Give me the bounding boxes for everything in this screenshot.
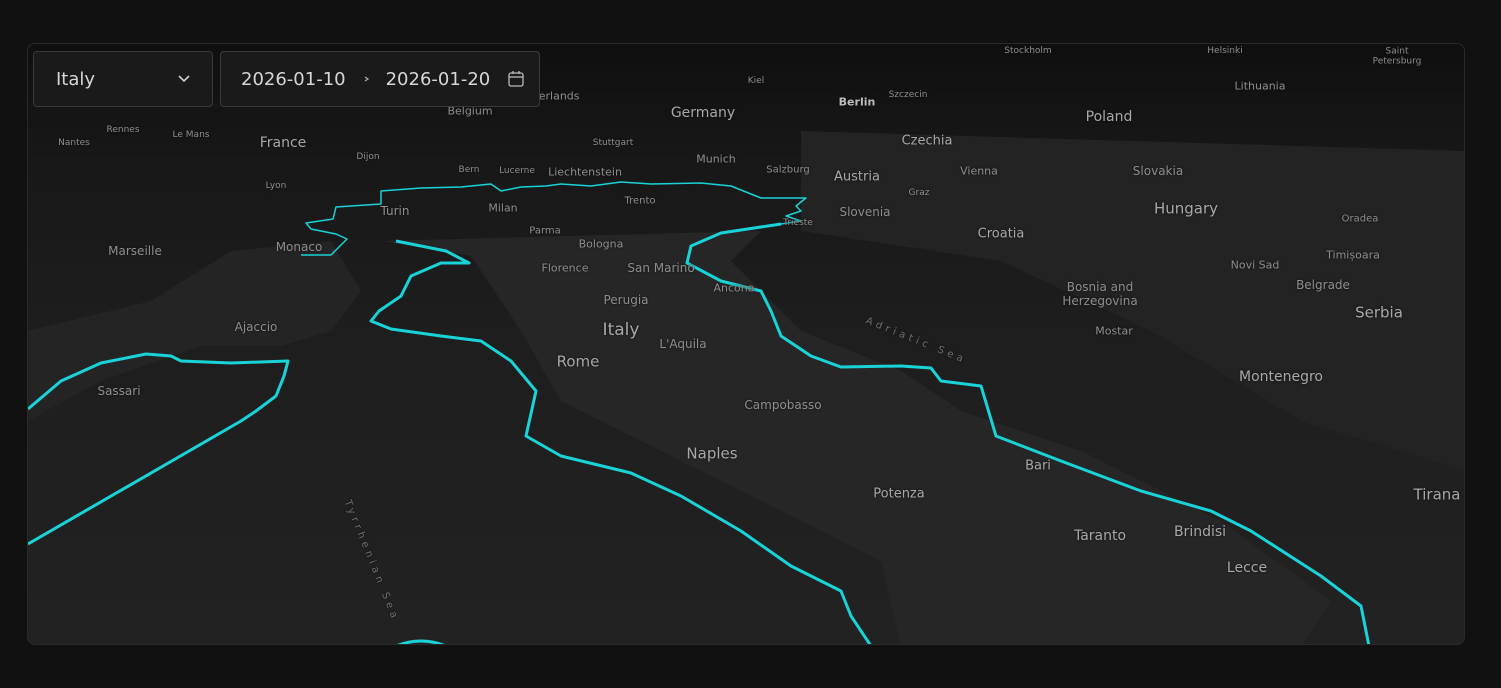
- map-label: France: [259, 134, 307, 151]
- land-shape: [381, 231, 1331, 644]
- map-label: Milan: [488, 201, 518, 215]
- map-label: Austria: [834, 169, 880, 185]
- map-label: Trieste: [783, 217, 813, 228]
- map-label: Le Mans: [172, 129, 210, 140]
- map-label: Saint Petersburg: [1372, 46, 1422, 67]
- map-label: Helsinki: [1207, 45, 1243, 56]
- boundary-line: [301, 181, 807, 256]
- map-label: Novi Sad: [1230, 258, 1280, 272]
- map-label: Sassari: [97, 384, 141, 399]
- date-range-picker[interactable]: 2026-01-10 2026-01-20: [220, 51, 540, 107]
- map-label: Slovenia: [839, 205, 891, 220]
- map-label: Monaco: [275, 240, 323, 255]
- map-label: Belgrade: [1296, 278, 1350, 293]
- map-label: Ajaccio: [234, 320, 278, 335]
- map-label: Stockholm: [1004, 45, 1052, 56]
- land-shape: [801, 131, 1464, 471]
- map-label: Campobasso: [744, 398, 822, 413]
- map-label: Slovakia: [1132, 164, 1184, 179]
- boundary-line: [28, 352, 290, 546]
- boundary-line: [369, 239, 872, 644]
- boundary: [28, 181, 1371, 644]
- map-label: Salzburg: [766, 164, 810, 176]
- land: [28, 131, 1464, 644]
- map-label: Parma: [529, 225, 561, 237]
- map-label: Timișoara: [1326, 248, 1380, 262]
- map-shapes: [28, 131, 1464, 644]
- map-label: Poland: [1085, 108, 1133, 125]
- map-label: Rome: [556, 352, 600, 371]
- map-label: Munich: [696, 152, 736, 166]
- date-end[interactable]: 2026-01-20: [385, 68, 491, 90]
- map-label: Marseille: [108, 244, 162, 259]
- map-label: Czechia: [901, 133, 953, 149]
- map-label: Potenza: [873, 486, 925, 502]
- country-select[interactable]: Italy: [33, 51, 213, 107]
- chevron-icon: [178, 75, 190, 83]
- map-label: Oradea: [1341, 213, 1379, 225]
- map-label: Tirana: [1413, 485, 1461, 504]
- map-label: Serbia: [1355, 303, 1403, 322]
- map-label: Berlin: [838, 95, 876, 109]
- map-label: Germany: [670, 104, 736, 121]
- map-label: Ancona: [713, 281, 755, 295]
- map-label: Brindisi: [1173, 523, 1227, 540]
- map-label: Liechtenstein: [548, 165, 622, 179]
- map-label: Szczecin: [888, 89, 928, 100]
- map-label: Nantes: [58, 137, 90, 148]
- map-label: Italy: [602, 320, 640, 341]
- map-label: Belgium: [447, 104, 493, 118]
- separator-icon: [364, 76, 369, 82]
- map-label: Rennes: [106, 124, 140, 135]
- map-label: Lecce: [1226, 559, 1268, 576]
- map-panel: Stockholm Helsinki Saint Petersburg Kiel Lit…: [27, 43, 1465, 645]
- map-label: Montenegro: [1238, 368, 1324, 385]
- map-label: Dijon: [356, 151, 380, 162]
- map-label: Kiel: [747, 75, 765, 86]
- map-label: Graz: [908, 187, 930, 198]
- boundary-line: [685, 222, 1371, 644]
- map-label: Lyon: [265, 180, 287, 191]
- map-label: Bosnia and Herzegovina: [1062, 280, 1138, 308]
- map-label: Turin: [380, 204, 410, 219]
- map-label: Naples: [686, 444, 738, 463]
- map-label: Hungary: [1153, 199, 1219, 218]
- date-start[interactable]: 2026-01-10: [241, 68, 346, 90]
- boundary-line: [397, 639, 445, 644]
- map-label: Florence: [541, 261, 589, 275]
- map-label: Vienna: [960, 164, 998, 178]
- map-label: Lithuania: [1234, 79, 1286, 93]
- map-label: Croatia: [977, 226, 1025, 242]
- country-value: Italy: [56, 68, 96, 90]
- calendar-icon[interactable]: [507, 70, 525, 88]
- map-label: Bologna: [578, 237, 624, 251]
- map-label: Bern: [458, 164, 480, 175]
- map-label: Perugia: [603, 293, 649, 308]
- map-label: San Marino: [627, 261, 695, 276]
- map-label: L'Aquila: [659, 337, 707, 352]
- map-label: Trento: [624, 195, 656, 207]
- map-label: Mostar: [1095, 324, 1133, 338]
- map-label: Bari: [1025, 458, 1051, 474]
- map-label: Stuttgart: [592, 137, 634, 148]
- map-label: Taranto: [1073, 527, 1127, 544]
- land-shape: [28, 241, 361, 421]
- map-label: Lucerne: [499, 165, 535, 176]
